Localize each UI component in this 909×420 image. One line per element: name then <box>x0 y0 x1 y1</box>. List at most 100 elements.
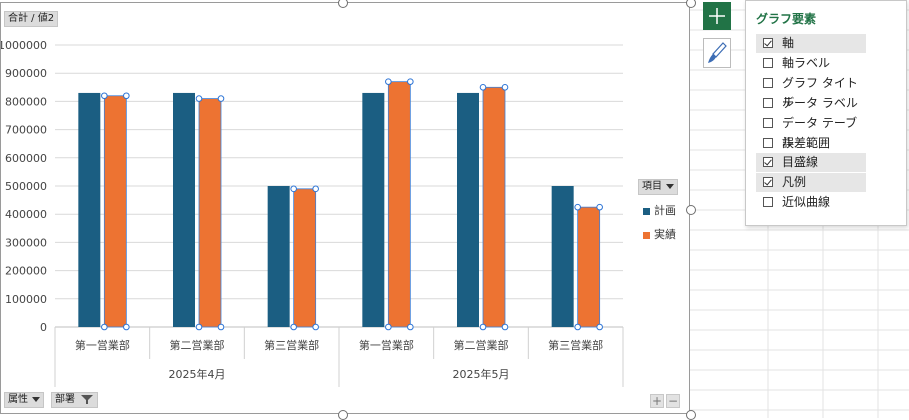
option-label: 誤差範囲 <box>782 136 831 150</box>
selection-handle <box>101 323 108 331</box>
y-tick-label: 0 <box>40 321 47 334</box>
option-label: 軸ラベル <box>782 56 831 70</box>
selection-handle <box>101 92 108 100</box>
series-field-button[interactable]: 項目 <box>638 179 678 195</box>
option-label: 近似曲線 <box>782 195 831 209</box>
selection-handle <box>596 323 603 331</box>
option-label: 目盛線 <box>782 155 819 169</box>
option-axes[interactable]: 軸 <box>756 34 866 53</box>
checkbox-trendline[interactable] <box>763 197 773 207</box>
collapse-field-button[interactable]: − <box>666 394 680 408</box>
y-tick-label: 300000 <box>5 236 47 249</box>
resize-handle-top-center[interactable] <box>338 0 348 8</box>
y-tick-label: 1000000 <box>1 39 47 52</box>
option-chart-title[interactable]: グラフ タイトル <box>756 74 866 109</box>
selection-handle <box>574 203 581 211</box>
selection-handle <box>501 323 509 331</box>
option-label: データ ラベル <box>782 96 858 110</box>
checkbox-error-bars[interactable] <box>763 138 773 148</box>
selection-handle <box>574 323 581 331</box>
resize-handle-middle-right[interactable] <box>686 205 696 215</box>
brush-icon <box>708 42 727 63</box>
selection-handle <box>290 185 297 193</box>
collapse-label: − <box>667 394 679 408</box>
legend-swatch-actual <box>643 231 650 239</box>
selection-handle <box>123 323 130 331</box>
chart-elements-button[interactable] <box>703 2 731 30</box>
option-label: 凡例 <box>782 175 807 189</box>
option-label: グラフ タイトル <box>782 76 858 109</box>
checkbox-axis-titles[interactable] <box>763 58 773 68</box>
x-tick-label: 第三営業部 <box>264 338 319 352</box>
x-tick-label: 第一営業部 <box>75 338 130 352</box>
expand-label: + <box>651 394 663 408</box>
selection-handle <box>123 92 130 100</box>
option-data-table[interactable]: データ テーブル <box>756 114 866 149</box>
bar-actual <box>103 95 127 328</box>
x-group-label: 2025年5月 <box>453 367 510 381</box>
legend-swatch-plan <box>643 207 650 215</box>
x-tick-label: 第二営業部 <box>454 338 509 352</box>
bar-actual <box>577 206 601 328</box>
checkbox-axes[interactable] <box>763 38 773 48</box>
bar-actual <box>293 188 317 328</box>
checkbox-gridlines[interactable] <box>763 157 773 167</box>
panel-pointer <box>737 10 746 26</box>
value-field-label: 合計 / 値2 <box>8 13 55 24</box>
selection-handle <box>407 323 414 331</box>
resize-handle-bottom-right[interactable] <box>686 410 696 420</box>
resize-handle-bottom-center[interactable] <box>338 410 348 420</box>
checkbox-data-labels[interactable] <box>763 98 773 108</box>
option-error-bars[interactable]: 誤差範囲 <box>756 134 866 153</box>
selection-handle <box>217 323 225 331</box>
chart-styles-button[interactable] <box>703 38 731 68</box>
bar-plan <box>551 186 574 327</box>
option-label: データ テーブル <box>782 116 858 149</box>
bar-plan <box>457 92 479 327</box>
checkbox-legend[interactable] <box>763 177 773 187</box>
selection-handle <box>479 84 487 91</box>
y-tick-label: 500000 <box>5 180 47 193</box>
plus-icon <box>709 8 725 24</box>
value-field-button[interactable]: 合計 / 値2 <box>4 11 59 27</box>
option-gridlines[interactable]: 目盛線 <box>756 153 866 172</box>
legend-item-actual[interactable]: 実績 <box>643 226 676 242</box>
option-legend[interactable]: 凡例 <box>756 173 866 192</box>
axis-field-button-attribute[interactable]: 属性 <box>4 392 44 408</box>
selection-handle <box>290 323 297 331</box>
legend-item-plan[interactable]: 計画 <box>643 202 676 218</box>
dropdown-icon <box>32 396 40 402</box>
option-axis-titles[interactable]: 軸ラベル <box>756 54 866 73</box>
expand-field-button[interactable]: + <box>650 394 664 408</box>
filter-icon <box>81 395 94 404</box>
selection-handle <box>479 323 487 331</box>
legend-label-actual: 実績 <box>654 228 676 241</box>
y-tick-label: 600000 <box>5 152 47 165</box>
bar-actual <box>482 86 506 328</box>
selection-handle <box>217 95 225 102</box>
selection-handle <box>385 323 392 331</box>
y-tick-label: 800000 <box>5 95 47 108</box>
pivot-chart[interactable]: 1000000 900000 800000 700000 600000 500000 400… <box>0 2 690 414</box>
bar-plan <box>173 92 195 327</box>
selection-handle <box>501 84 509 91</box>
chart-elements-panel: グラフ要素 軸 軸ラベル グラフ タイトル データ ラベル データ テーブル 誤… <box>745 0 907 226</box>
legend-label-plan: 計画 <box>654 204 676 217</box>
bar-plan <box>362 92 385 327</box>
resize-handle-top-right[interactable] <box>686 0 696 8</box>
bar-plan <box>267 186 290 327</box>
selection-handle <box>407 78 414 85</box>
axis-field-button-department[interactable]: 部署 <box>51 392 99 408</box>
chart-plot: 1000000900000800000700000600000500000400… <box>1 39 624 387</box>
checkbox-data-table[interactable] <box>763 118 773 128</box>
selection-handle <box>195 323 203 331</box>
selection-handle <box>385 78 392 85</box>
option-trendline[interactable]: 近似曲線 <box>756 193 866 212</box>
axis-field-label-department: 部署 <box>55 394 75 405</box>
option-data-labels[interactable]: データ ラベル <box>756 94 866 113</box>
dropdown-icon <box>666 183 674 189</box>
x-group-label: 2025年4月 <box>169 367 226 381</box>
bar-actual <box>198 98 222 328</box>
checkbox-chart-title[interactable] <box>763 78 773 88</box>
selection-handle <box>596 203 603 211</box>
